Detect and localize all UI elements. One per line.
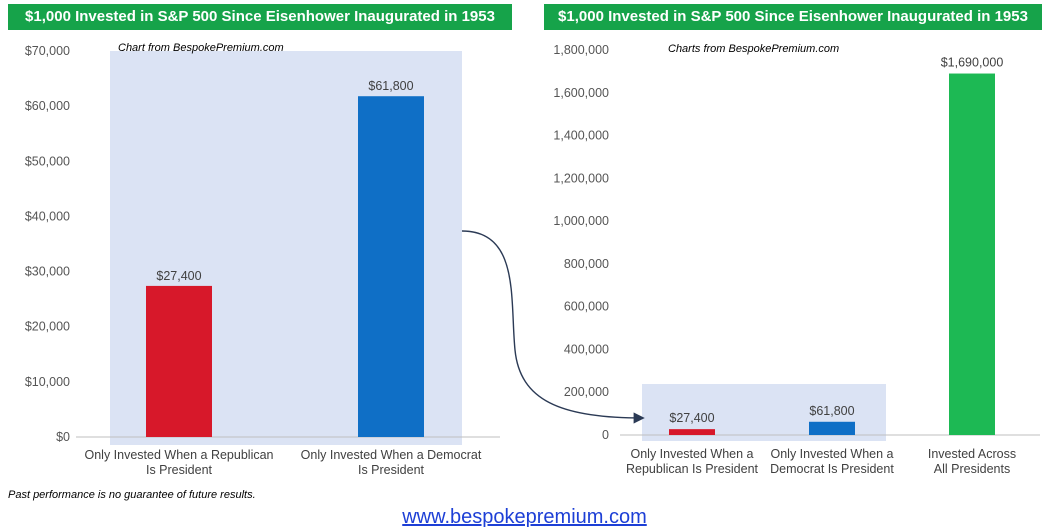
right-chart-title: $1,000 Invested in S&P 500 Since Eisenho… <box>544 4 1042 30</box>
right-y-tick-label: 0 <box>602 428 609 442</box>
right-y-tick-label: 600,000 <box>564 300 609 314</box>
right-bar-data-label: $61,800 <box>809 404 854 418</box>
right-bar-data-label: $1,690,000 <box>941 56 1004 70</box>
right-y-tick-label: 400,000 <box>564 342 609 356</box>
right-y-tick-label: 1,600,000 <box>553 86 609 100</box>
right-bar <box>809 421 855 435</box>
right-y-tick-label: 1,000,000 <box>553 214 609 228</box>
left-bar-chart: Chart from BespokePremium.com $0 $10,000 $2… <box>25 42 500 477</box>
website-link[interactable]: www.bespokepremium.com <box>402 506 647 528</box>
right-category-label: Invested Across All Presidents <box>928 447 1016 476</box>
left-chart-subtitle: Chart from BespokePremium.com <box>118 42 284 54</box>
left-y-tick-label: $40,000 <box>25 209 70 223</box>
left-y-tick-label: $20,000 <box>25 320 70 334</box>
right-y-tick-label: 1,200,000 <box>553 171 609 185</box>
right-y-tick-label: 1,400,000 <box>553 129 609 143</box>
left-category-label: Only Invested When a Republican Is Presid… <box>85 448 274 477</box>
left-y-tick-label: $30,000 <box>25 265 70 279</box>
connector-arrow <box>461 230 645 424</box>
right-chart-subtitle: Charts from BespokePremium.com <box>668 43 839 55</box>
left-bar-data-label: $61,800 <box>368 79 413 93</box>
left-chart-title: $1,000 Invested in S&P 500 Since Eisenho… <box>8 4 512 30</box>
left-bar <box>146 285 212 437</box>
left-y-tick-label: $10,000 <box>25 375 70 389</box>
left-category-label: Only Invested When a Democrat Is Presiden… <box>301 448 482 477</box>
left-y-tick-label: $0 <box>56 430 70 444</box>
left-y-tick-label: $60,000 <box>25 99 70 113</box>
right-bar-data-label: $27,400 <box>669 411 714 425</box>
left-y-tick-label: $50,000 <box>25 154 70 168</box>
right-bar <box>669 429 715 435</box>
right-y-tick-label: 800,000 <box>564 257 609 271</box>
right-bar-chart: Charts from BespokePremium.com 0 200,000 40… <box>553 43 1040 476</box>
right-y-tick-label: 200,000 <box>564 385 609 399</box>
left-bar-data-label: $27,400 <box>156 269 201 283</box>
left-y-tick-label: $70,000 <box>25 44 70 58</box>
disclaimer-text: Past performance is no guarantee of futu… <box>8 489 256 501</box>
right-category-label: Only Invested When a Republican Is Presid… <box>626 447 759 476</box>
right-bar <box>949 73 995 436</box>
left-bar <box>358 96 424 438</box>
right-y-tick-label: 1,800,000 <box>553 43 609 57</box>
right-category-label: Only Invested When a Democrat Is Presiden… <box>770 447 894 476</box>
